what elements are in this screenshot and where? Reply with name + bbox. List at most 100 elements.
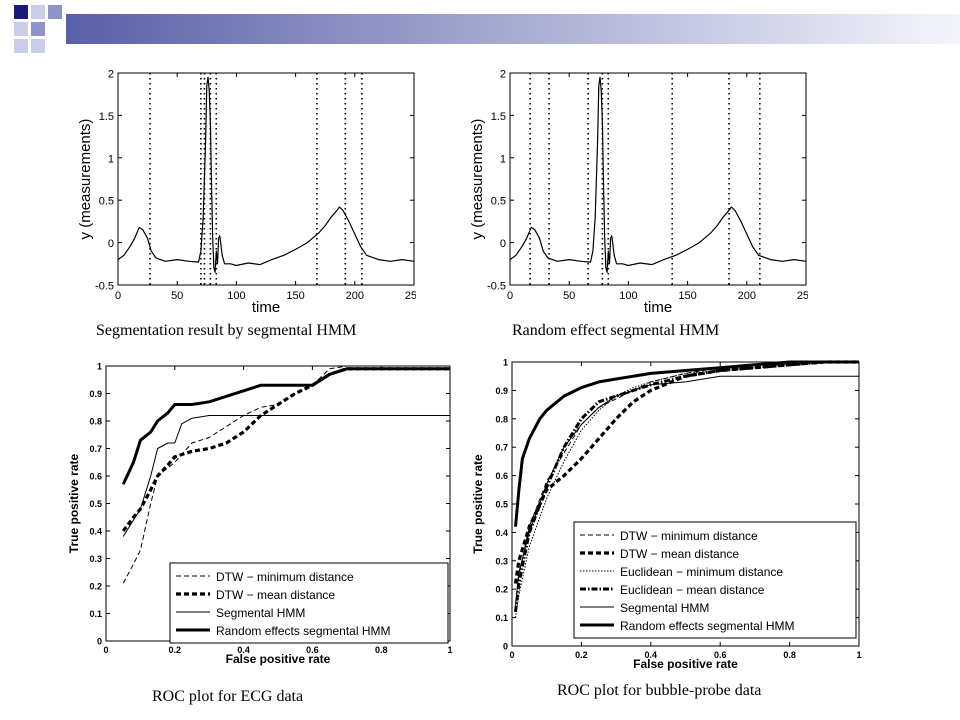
y-tick-label: 0.6 <box>495 471 508 481</box>
y-tick-label: 0.6 <box>89 472 102 482</box>
series-line <box>121 367 450 532</box>
y-tick-label: 0.2 <box>495 585 508 595</box>
x-axis-label: False positive rate <box>633 657 738 671</box>
series-line <box>515 375 859 607</box>
x-tick-label: 250 <box>797 290 808 302</box>
y-tick-label: 0.5 <box>491 196 506 208</box>
plot-area <box>117 72 415 286</box>
decor-square-light <box>14 39 28 53</box>
roc-ecg-chart: 0 0.2 0.4 0.6 0.8 1 0 0.1 0.2 0.3 0.4 0.5 0.6 0.7 0.8 0… <box>67 362 453 667</box>
y-tick-label: -0.5 <box>487 281 506 293</box>
legend-label: DTW − minimum distance <box>216 570 354 584</box>
decor-square-light <box>31 5 45 19</box>
y-tick-label: 0.2 <box>89 582 102 592</box>
x-tick-label: 0.4 <box>237 645 250 655</box>
legend-label: Random effects segmental HMM <box>216 624 391 638</box>
y-axis-label: y (measurements) <box>77 119 94 240</box>
legend-label: Random effects segmental HMM <box>620 619 795 633</box>
y-tick-label: 0.3 <box>89 554 102 564</box>
decor-square-dark <box>14 5 28 19</box>
legend-label: DTW − mean distance <box>216 588 335 602</box>
y-axis-label: True positive rate <box>67 453 81 553</box>
x-tick-label: 0.6 <box>306 645 319 655</box>
y-tick-label: 0.9 <box>89 389 102 399</box>
x-tick-label: 0.8 <box>783 650 796 660</box>
series-line <box>122 415 450 537</box>
series-line <box>117 76 415 273</box>
y-tick-label: 0 <box>503 642 508 652</box>
legend-label: Euclidean − mean distance <box>620 583 765 597</box>
x-tick-label: 250 <box>405 290 416 302</box>
x-tick-label: 150 <box>678 290 696 302</box>
y-tick-label: 0.9 <box>495 386 508 396</box>
x-tick-label: 200 <box>346 290 364 302</box>
slide-decoration <box>14 5 960 53</box>
series-line <box>509 76 807 273</box>
y-tick-label: 1.5 <box>99 111 114 123</box>
x-tick-label: 1 <box>447 645 452 655</box>
legend-label: Euclidean − minimum distance <box>620 565 783 579</box>
legend-label: Segmental HMM <box>620 601 709 615</box>
y-axis-label: True positive rate <box>471 454 485 554</box>
y-tick-label: 1 <box>97 362 102 372</box>
y-tick-label: 2 <box>500 69 506 81</box>
header-gradient-bar <box>66 14 960 44</box>
legend-label: DTW − minimum distance <box>620 529 758 543</box>
legend-label: Segmental HMM <box>216 606 305 620</box>
series-line <box>514 360 859 527</box>
y-tick-label: 0.7 <box>495 443 508 453</box>
y-tick-label: 0.4 <box>495 528 508 538</box>
x-axis-label: time <box>252 299 280 316</box>
y-tick-label: 0.8 <box>89 417 102 427</box>
plot-area <box>509 72 807 286</box>
x-tick-label: 0.2 <box>169 645 182 655</box>
y-tick-label: 0.4 <box>89 527 102 537</box>
x-tick-label: 0.6 <box>714 650 727 660</box>
legend-label: DTW − mean distance <box>620 547 739 561</box>
x-tick-label: 0.8 <box>375 645 388 655</box>
y-tick-label: 0.5 <box>89 499 102 509</box>
y-tick-label: 1 <box>503 358 508 368</box>
legend-box <box>169 562 449 644</box>
x-axis-label: False positive rate <box>226 652 331 666</box>
roc-bubble-probe-chart: 0 0.2 0.4 0.6 0.8 1 0 0.1 0.2 0.3 0.4 0.5 0.6 0.7 0.8 0… <box>471 358 862 672</box>
legend-box <box>573 521 857 639</box>
x-tick-label: 50 <box>563 290 575 302</box>
y-tick-label: 0.5 <box>99 196 114 208</box>
caption-roc-ecg: ROC plot for ECG data <box>152 688 304 705</box>
x-axis-label: time <box>644 299 672 316</box>
y-tick-label: 2 <box>108 69 114 81</box>
y-tick-label: 0.7 <box>89 444 102 454</box>
caption-random-effects: Random effect segmental HMM <box>512 322 720 339</box>
x-tick-label: 0.4 <box>645 650 658 660</box>
y-tick-label: 0 <box>97 637 102 647</box>
y-tick-label: 0.8 <box>495 414 508 424</box>
caption-ecg-segmentation: Segmentation result by segmental HMM <box>96 322 357 339</box>
x-tick-label: 0 <box>115 290 121 302</box>
caption-roc-bubble: ROC plot for bubble-probe data <box>557 682 762 699</box>
x-tick-label: 0.2 <box>575 650 588 660</box>
x-tick-label: 1 <box>856 650 861 660</box>
x-tick-label: 200 <box>738 290 756 302</box>
decor-square-light <box>31 39 45 53</box>
y-tick-label: 0.1 <box>495 613 508 623</box>
x-tick-label: 50 <box>171 290 183 302</box>
decor-square-medium <box>48 5 62 19</box>
series-line <box>121 367 450 485</box>
decor-square-medium <box>31 22 45 36</box>
y-tick-label: -0.5 <box>95 281 114 293</box>
decor-square-light <box>14 22 28 36</box>
x-tick-label: 100 <box>227 290 245 302</box>
y-tick-label: 0 <box>108 238 114 250</box>
x-tick-label: 150 <box>286 290 304 302</box>
y-axis-label: y (measurements) <box>469 119 486 240</box>
x-tick-label: 0 <box>509 650 514 660</box>
x-tick-label: 100 <box>619 290 637 302</box>
y-tick-label: 1 <box>108 153 114 165</box>
y-tick-label: 0 <box>500 238 506 250</box>
y-tick-label: 0.5 <box>495 500 508 510</box>
y-tick-label: 0.3 <box>495 556 508 566</box>
y-tick-label: 1 <box>500 153 506 165</box>
